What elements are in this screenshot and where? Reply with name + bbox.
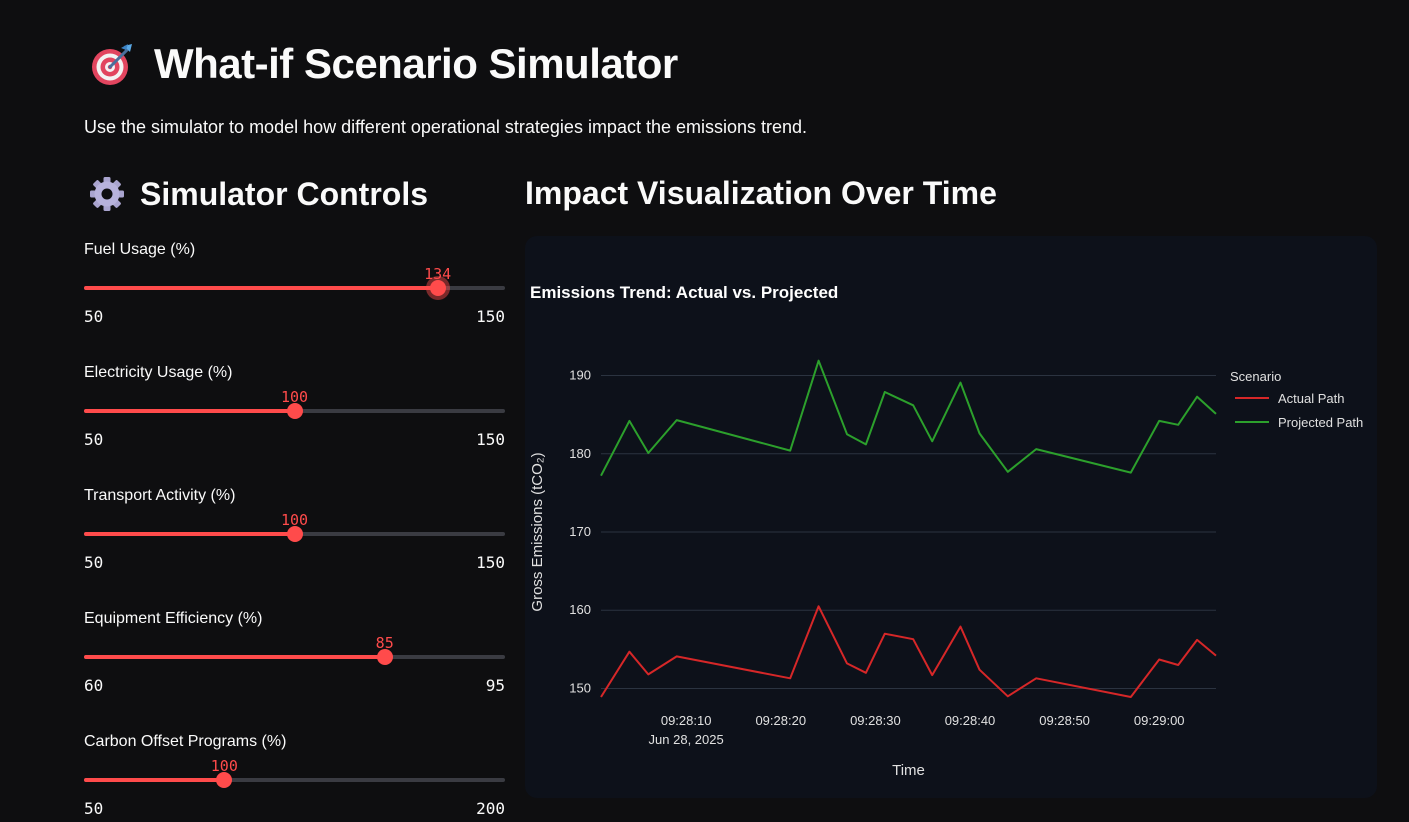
slider-max: 200 [476,799,505,818]
slider-min: 50 [84,799,104,818]
y-tick-label: 190 [569,368,591,383]
slider-min: 50 [84,307,104,326]
emissions-chart[interactable]: Emissions Trend: Actual vs. Projected 15… [525,236,1377,798]
slider-label: Electricity Usage (%) [84,364,233,381]
chart-title: Emissions Trend: Actual vs. Projected [530,283,838,302]
slider-fill [84,286,438,290]
slider-track[interactable] [84,286,505,290]
slider-label: Fuel Usage (%) [84,241,196,258]
slider-max: 150 [476,307,505,326]
x-tick-label: 09:29:00 [1134,713,1185,728]
slider-thumb[interactable] [429,280,446,296]
slider-max: 150 [476,430,505,449]
slider-value: 134 [424,265,452,283]
equipment-efficiency-slider[interactable]: Equipment Efficiency (%) 85 60 95 [84,610,505,720]
slider-min: 50 [84,430,104,449]
slider-min: 60 [84,676,104,695]
gear-icon [90,177,124,211]
controls-header: Simulator Controls [88,175,428,213]
carbon-offset-slider[interactable]: Carbon Offset Programs (%) 100 50 200 [84,733,505,822]
x-tick-label: 09:28:20 [755,713,806,728]
x-tick-label: 09:28:30 [850,713,901,728]
y-tick-label: 170 [569,524,591,539]
slider-track[interactable] [84,778,505,782]
slider-max: 150 [476,553,505,572]
legend-title: Scenario [1230,369,1281,384]
controls-title: Simulator Controls [140,175,429,212]
slider-max: 95 [485,676,505,695]
slider-fill [84,532,295,536]
slider-value: 100 [210,757,238,775]
x-tick-label: 09:28:10 [661,713,712,728]
page-title: What-if Scenario Simulator [154,40,678,87]
slider-label: Transport Activity (%) [84,487,236,504]
target-icon [92,44,132,85]
legend-item-label[interactable]: Projected Path [1278,415,1363,430]
electricity-usage-slider[interactable]: Electricity Usage (%) 100 50 150 [84,364,505,474]
slider-fill [84,778,225,782]
slider-min: 50 [84,553,104,572]
slider-thumb[interactable] [286,526,303,542]
x-tick-label: 09:28:40 [945,713,996,728]
transport-activity-slider[interactable]: Transport Activity (%) 100 50 150 [84,487,505,597]
slider-value: 100 [280,511,309,529]
legend-item-label[interactable]: Actual Path [1278,391,1345,406]
slider-label: Equipment Efficiency (%) [84,610,263,627]
x-tick-label: 09:28:50 [1039,713,1090,728]
x-axis-title: Time [892,762,925,779]
x-tick-sublabel: Jun 28, 2025 [649,732,724,747]
y-tick-label: 150 [569,680,591,695]
y-tick-label: 180 [569,446,591,461]
y-axis-title: Gross Emissions (tCO₂) [529,452,546,611]
page-subtitle: Use the simulator to model how different… [84,117,808,137]
slider-thumb[interactable] [376,649,393,665]
slider-thumb[interactable] [216,772,233,788]
slider-track[interactable] [84,655,505,659]
y-tick-label: 160 [569,602,591,617]
series-line-projected-path[interactable] [600,359,1217,477]
title-row: What-if Scenario Simulator [88,40,678,88]
chart-card: Emissions Trend: Actual vs. Projected 15… [525,236,1377,798]
slider-fill [84,409,295,413]
slider-value: 100 [280,388,309,406]
slider-thumb[interactable] [286,403,303,419]
fuel-usage-slider[interactable]: Fuel Usage (%) 134 50 150 [84,241,505,351]
slider-label: Carbon Offset Programs (%) [84,733,287,750]
slider-value: 85 [375,634,394,652]
visualization-title: Impact Visualization Over Time [525,175,997,211]
series-line-actual-path[interactable] [600,605,1217,698]
slider-fill [84,655,385,659]
